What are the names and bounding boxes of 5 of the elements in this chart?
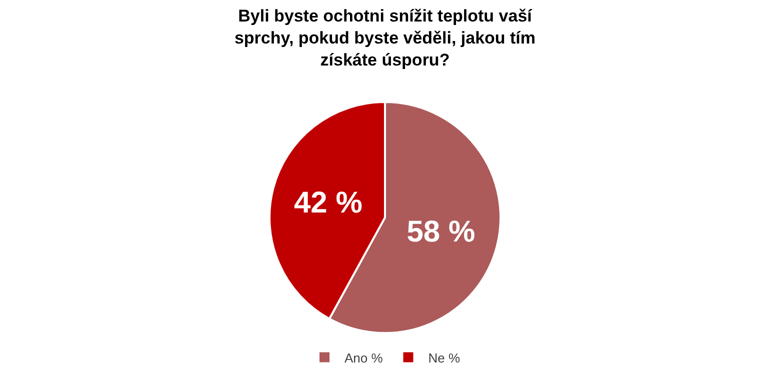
legend-label: Ne % [428,350,460,366]
legend-label: Ano % [344,350,384,366]
chart-title: Byli byste ochotni snížit teplotu vaší sprchy, pokud byste věděli, jakou tím získáte úsporu? [234,6,536,70]
data-label: 58 % [406,215,476,248]
data-label: 42 % [294,186,362,220]
